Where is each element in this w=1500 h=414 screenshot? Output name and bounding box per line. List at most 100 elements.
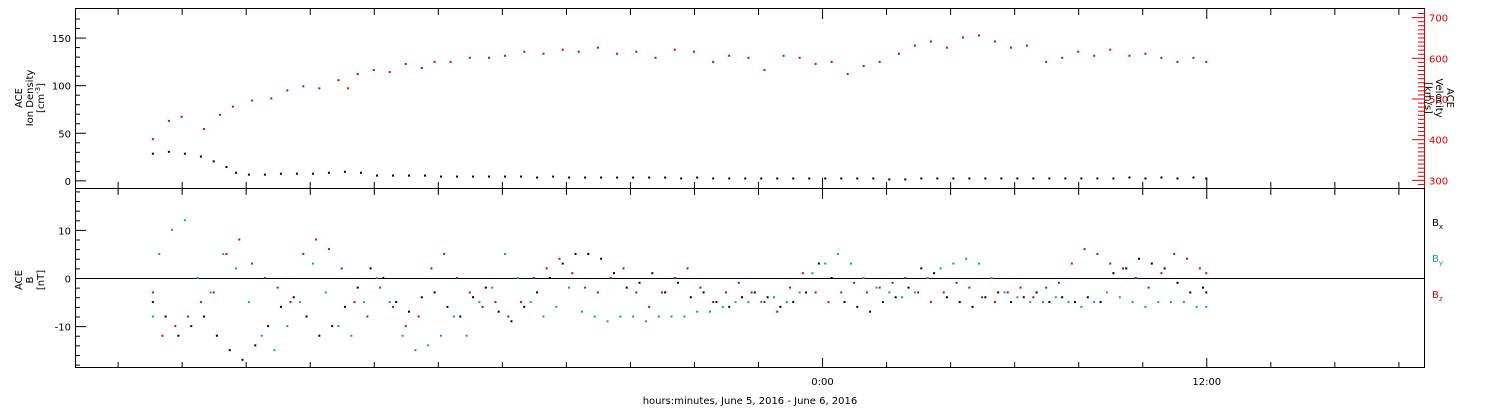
data-point [407, 174, 410, 177]
data-point [311, 262, 314, 265]
data-point [990, 277, 993, 279]
data-point [555, 305, 558, 308]
data-point [343, 305, 346, 308]
data-point [840, 291, 843, 294]
data-point [225, 252, 228, 255]
data-point [638, 281, 641, 284]
data-point [763, 301, 766, 304]
data-point [276, 286, 279, 289]
data-point [1182, 301, 1185, 304]
data-point [1093, 301, 1096, 304]
data-point [449, 60, 452, 63]
data-point [801, 272, 804, 275]
data-point [440, 175, 443, 178]
data-point [302, 252, 305, 255]
data-point [552, 175, 555, 178]
data-point [401, 334, 404, 337]
data-point [805, 291, 808, 294]
data-point [542, 315, 545, 318]
data-point [977, 34, 980, 37]
data-point [289, 301, 292, 304]
data-point [926, 277, 929, 279]
data-point [708, 310, 711, 313]
data-point [561, 48, 564, 51]
data-point [1205, 177, 1208, 180]
data-point [955, 281, 958, 284]
bottom-left-axis-label-line1: ACE [14, 270, 25, 290]
data-point [1057, 281, 1060, 284]
data-point [472, 175, 475, 178]
data-point [366, 315, 369, 318]
data-point [305, 315, 308, 318]
top-right-axis-label-line2: Velocity [1433, 78, 1444, 117]
data-point [724, 291, 727, 294]
data-point [952, 262, 955, 265]
top-left-axis-label-line2: Ion Density [25, 70, 36, 127]
data-point [1157, 301, 1160, 304]
data-point [1106, 291, 1109, 294]
data-point [824, 177, 827, 180]
data-point [1061, 296, 1064, 299]
data-point [869, 310, 872, 313]
data-point [388, 301, 391, 304]
data-point [968, 286, 971, 289]
data-point [1054, 296, 1057, 299]
x-tick-label: 0:00 [811, 377, 833, 388]
data-point [907, 286, 910, 289]
data-point [1109, 48, 1112, 51]
data-point [596, 46, 599, 49]
data-point [984, 177, 987, 180]
data-point [648, 176, 651, 179]
data-point [993, 40, 996, 43]
data-point [1205, 305, 1208, 308]
data-point [315, 238, 318, 241]
data-point [171, 228, 174, 231]
data-point [1080, 305, 1083, 308]
bottom-plot-points [151, 219, 1208, 361]
data-point [1192, 56, 1195, 59]
data-point [199, 155, 202, 158]
data-point [574, 252, 577, 255]
data-point [343, 170, 346, 173]
data-point [1086, 296, 1089, 299]
data-point [696, 176, 699, 179]
data-point [798, 291, 801, 294]
data-point [324, 291, 327, 294]
data-point [520, 175, 523, 178]
data-point [542, 52, 545, 55]
data-point [840, 177, 843, 180]
y-tick-label: 50 [58, 129, 71, 140]
data-point [468, 56, 471, 59]
data-point [692, 50, 695, 53]
data-point [548, 277, 551, 279]
data-point [228, 349, 231, 352]
data-point [1128, 176, 1131, 179]
data-point [1198, 267, 1201, 270]
data-point [510, 320, 513, 323]
top-left-axis-label-line1: ACE [14, 88, 25, 108]
data-point [766, 296, 769, 299]
data-point [1099, 301, 1102, 304]
data-point [1192, 176, 1195, 179]
data-point [616, 176, 619, 179]
data-point [1022, 296, 1025, 299]
data-point [606, 320, 609, 323]
data-point [849, 262, 852, 265]
y-tick-label: 0 [65, 275, 71, 286]
data-point [404, 325, 407, 328]
data-point [468, 291, 471, 294]
data-point [379, 286, 382, 289]
data-point [494, 301, 497, 304]
data-point [1009, 46, 1012, 49]
data-point [1144, 305, 1147, 308]
data-point [888, 178, 891, 181]
data-point [209, 291, 212, 294]
data-point [414, 349, 417, 352]
data-point [1176, 177, 1179, 180]
data-point [1138, 257, 1141, 260]
data-point [1035, 291, 1038, 294]
data-point [433, 60, 436, 63]
data-point [497, 310, 500, 313]
data-point [340, 267, 343, 270]
y-tick-label: 500 [1429, 95, 1448, 106]
